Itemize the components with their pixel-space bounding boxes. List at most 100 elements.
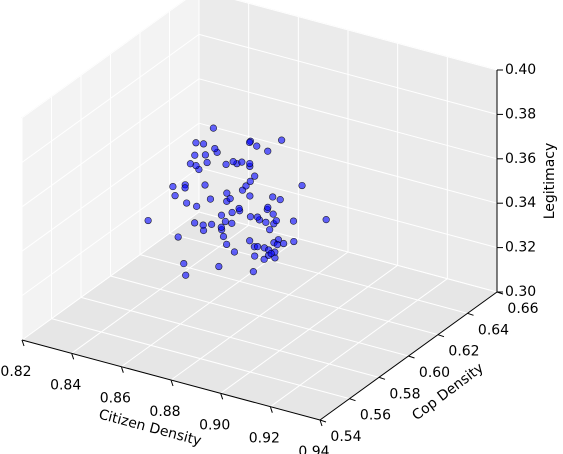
x-tick [120, 366, 124, 373]
grid-line [21, 122, 200, 252]
x-tick [170, 379, 174, 387]
x-tick [269, 406, 273, 413]
point [266, 226, 274, 234]
y-tick-label: 0.64 [478, 322, 509, 338]
point [246, 192, 254, 200]
point [199, 140, 208, 148]
x-tick-label: 0.84 [50, 377, 81, 393]
point [169, 182, 177, 191]
point [251, 172, 259, 180]
point [186, 160, 195, 168]
point [211, 145, 219, 153]
point [262, 218, 270, 226]
point [226, 195, 234, 203]
point [229, 158, 237, 166]
point [223, 240, 231, 249]
point [223, 189, 231, 197]
point [246, 237, 254, 245]
point [221, 217, 230, 226]
point [260, 255, 268, 263]
point [215, 262, 223, 271]
point [246, 177, 254, 185]
y-tick [467, 312, 474, 316]
grid-line [139, 254, 439, 336]
y-tick-label: 0.58 [389, 386, 420, 402]
point [269, 193, 277, 201]
point [269, 210, 277, 218]
point [174, 233, 182, 241]
grid-line [21, 78, 200, 208]
point [251, 252, 259, 260]
grid-line [234, 0, 498, 71]
point [217, 211, 226, 219]
point [201, 181, 209, 189]
y-tick [378, 376, 386, 380]
point [182, 271, 190, 279]
point [171, 192, 179, 200]
x-tick [319, 419, 323, 427]
grid-line [198, 33, 498, 115]
point [238, 158, 246, 166]
point [191, 219, 199, 227]
z-tick-label: 0.30 [505, 284, 536, 300]
z-tick-label: 0.40 [505, 62, 536, 78]
point [249, 268, 257, 276]
point [199, 221, 207, 229]
point [228, 219, 236, 227]
point [230, 248, 239, 256]
point [253, 142, 261, 150]
point [208, 220, 216, 228]
grid-line [198, 122, 498, 204]
point [290, 237, 298, 246]
y-tick-label: 0.66 [507, 301, 538, 317]
grid-line [21, 33, 200, 163]
z-tick-label: 0.34 [505, 195, 536, 211]
z-tick-label: 0.38 [505, 106, 536, 122]
grid-line [21, 167, 200, 297]
point [276, 196, 284, 204]
grid-line [198, 211, 498, 293]
grid-line [51, 318, 350, 400]
point [322, 216, 330, 224]
x-tick [220, 393, 224, 400]
y-tick [319, 419, 327, 423]
y-tick-label: 0.60 [419, 365, 450, 381]
point [201, 151, 210, 159]
axis-line [21, 339, 321, 421]
axis-line [319, 291, 498, 421]
point [264, 203, 272, 211]
x-tick [71, 353, 75, 360]
point [246, 213, 255, 221]
point [219, 232, 228, 241]
point [180, 259, 188, 268]
x-tick [21, 339, 25, 347]
x-tick-label: 0.88 [149, 404, 180, 420]
x-tick-label: 0.82 [0, 364, 31, 380]
point [191, 151, 199, 159]
point [253, 213, 262, 221]
point [245, 138, 254, 146]
y-tick-label: 0.54 [330, 429, 361, 445]
point [242, 182, 250, 190]
z-tick-label: 0.32 [505, 240, 536, 256]
point [264, 147, 272, 155]
point [235, 204, 243, 213]
point [228, 208, 236, 217]
point [206, 195, 215, 203]
point [209, 124, 217, 132]
point [246, 159, 254, 168]
point [183, 199, 191, 207]
y-tick [437, 334, 445, 338]
point [272, 217, 280, 225]
point [144, 216, 152, 225]
point [253, 243, 262, 251]
point [193, 202, 201, 210]
grid-line [21, 211, 200, 341]
grid-line [110, 275, 409, 357]
point [278, 136, 286, 144]
point [192, 139, 200, 147]
point [222, 160, 230, 168]
point [273, 241, 281, 249]
grid-line [21, 0, 187, 119]
